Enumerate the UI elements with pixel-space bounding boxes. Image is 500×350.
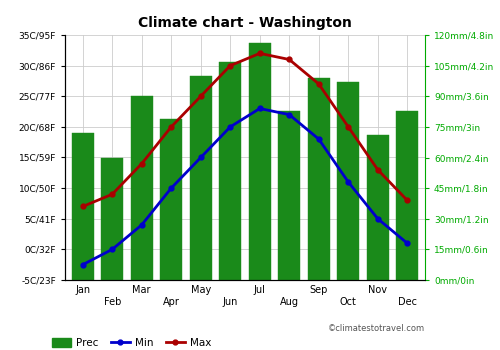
Bar — [278, 111, 300, 280]
Bar — [190, 76, 212, 280]
Bar — [130, 96, 153, 280]
Text: Jan: Jan — [75, 285, 90, 295]
Text: Feb: Feb — [104, 297, 121, 307]
Text: Dec: Dec — [398, 297, 417, 307]
Bar — [248, 43, 271, 280]
Legend: Prec, Min, Max: Prec, Min, Max — [52, 338, 212, 348]
Bar — [366, 135, 389, 280]
Text: Jun: Jun — [222, 297, 238, 307]
Bar — [72, 133, 94, 280]
Text: Oct: Oct — [340, 297, 356, 307]
Bar — [308, 78, 330, 280]
Text: Aug: Aug — [280, 297, 299, 307]
Text: Mar: Mar — [132, 285, 151, 295]
Bar — [396, 111, 418, 280]
Text: Sep: Sep — [310, 285, 328, 295]
Text: ©climatestotravel.com: ©climatestotravel.com — [328, 324, 425, 333]
Text: Nov: Nov — [368, 285, 388, 295]
Text: May: May — [190, 285, 211, 295]
Bar — [101, 158, 124, 280]
Text: Apr: Apr — [163, 297, 180, 307]
Text: Jul: Jul — [254, 285, 266, 295]
Title: Climate chart - Washington: Climate chart - Washington — [138, 16, 352, 30]
Bar — [337, 82, 359, 280]
Bar — [219, 62, 242, 280]
Bar — [160, 119, 182, 280]
